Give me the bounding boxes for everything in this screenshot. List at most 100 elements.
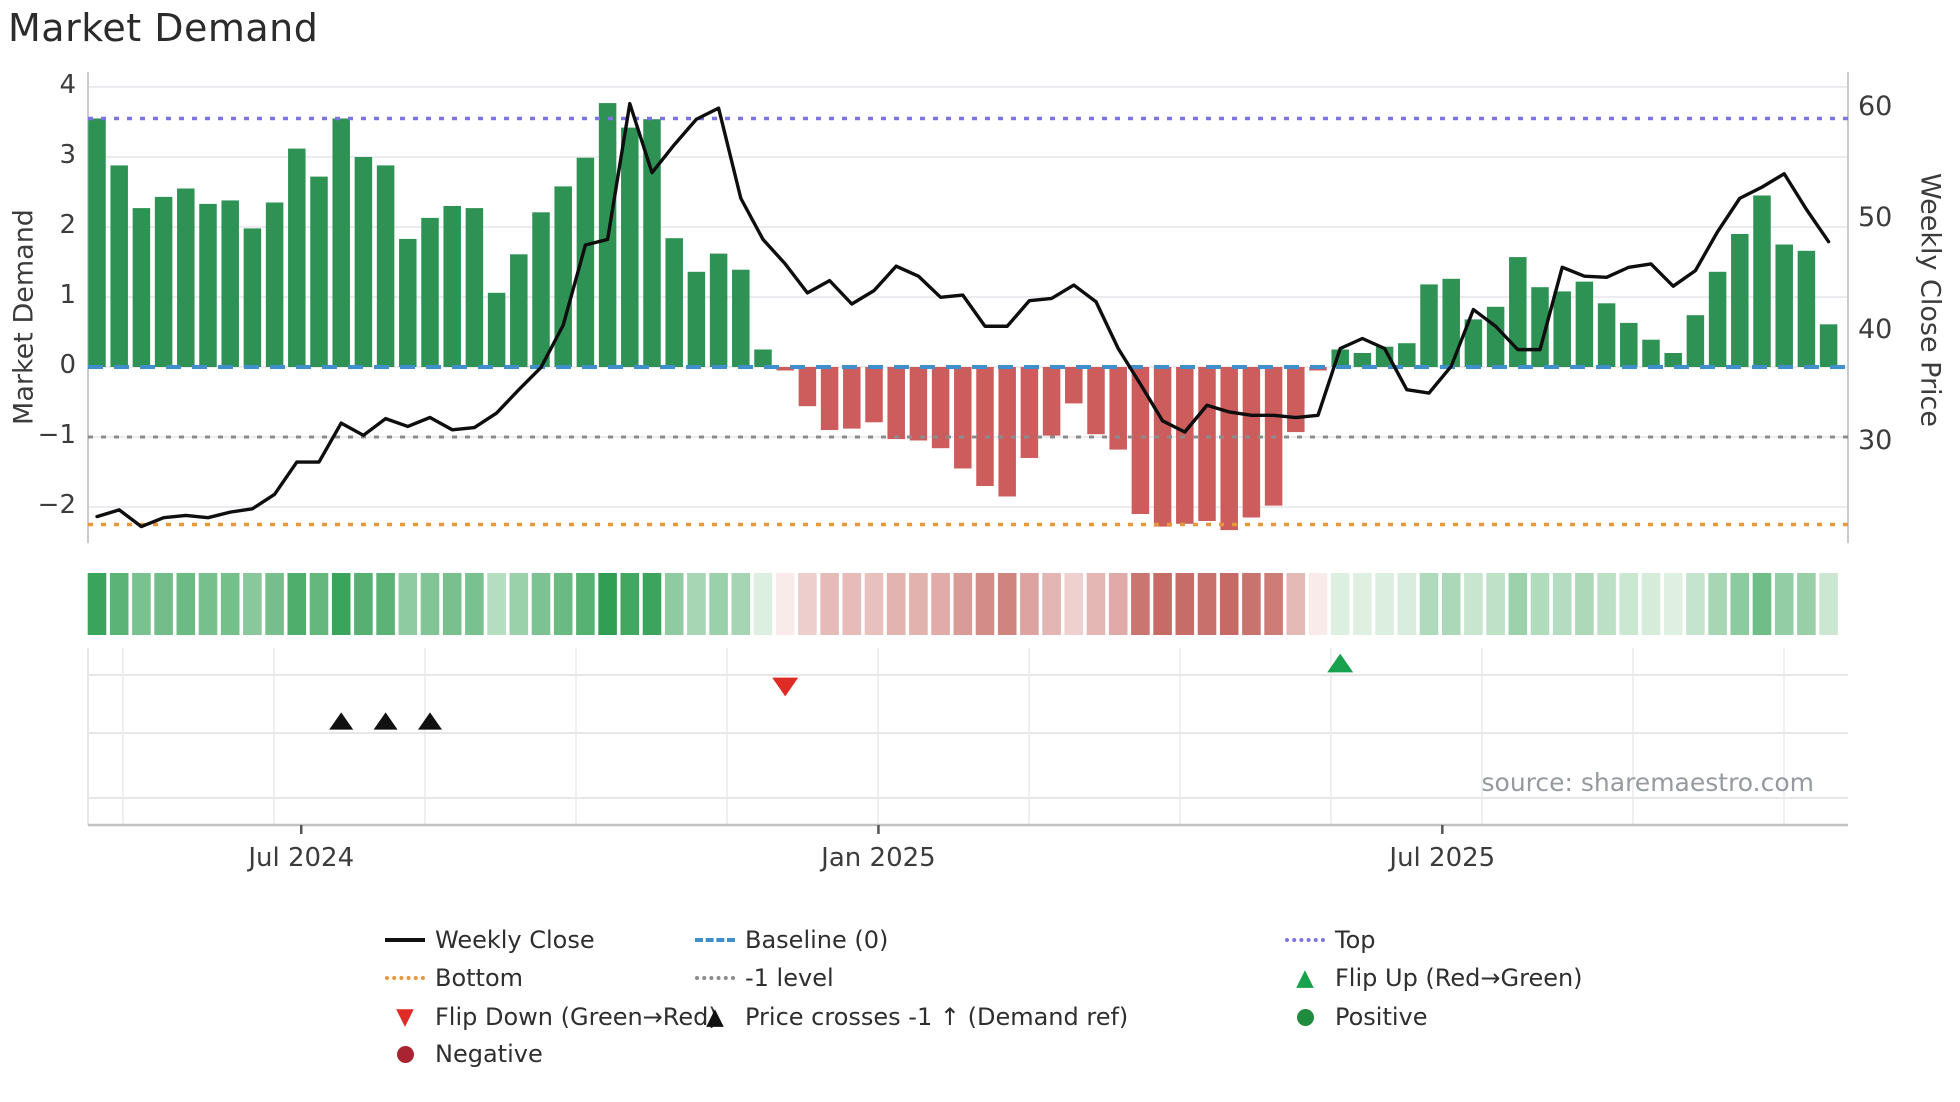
source-credit: source: sharemaestro.com — [1481, 768, 1815, 797]
heat-cell — [509, 573, 529, 635]
demand-bar-positive — [1597, 303, 1616, 367]
heat-cell — [1108, 573, 1128, 635]
heat-cell — [909, 573, 928, 635]
demand-bar-positive — [1531, 287, 1549, 367]
heat-cell — [687, 573, 706, 635]
heat-cell — [1441, 573, 1461, 635]
heat-cell — [798, 573, 817, 635]
demand-bar-negative — [1176, 367, 1194, 524]
heat-cell — [198, 573, 218, 635]
demand-bar-positive — [221, 200, 239, 367]
heat-cell — [1797, 573, 1816, 635]
legend-item-flip-down: ▼ Flip Down (Green→Red) — [385, 1001, 718, 1033]
demand-bar-negative — [865, 367, 883, 423]
demand-bar-negative — [1220, 367, 1238, 531]
legend-item-bottom: Bottom — [385, 962, 523, 994]
heat-cell — [864, 573, 884, 635]
legend-label: Bottom — [435, 964, 524, 992]
heat-cell — [997, 573, 1017, 635]
heat-cell — [775, 573, 795, 635]
price-cross-marker — [373, 712, 398, 730]
demand-bar-positive — [1642, 339, 1660, 367]
heat-cell — [1042, 573, 1061, 635]
demand-bar-positive — [1797, 250, 1816, 367]
demand-bar-positive — [665, 238, 683, 367]
heat-cell — [642, 573, 662, 635]
demand-bar-positive — [1708, 271, 1727, 367]
demand-bar-positive — [709, 253, 728, 367]
heat-cell — [1752, 573, 1772, 635]
demand-bar-positive — [487, 292, 506, 367]
triangle-down-icon: ▼ — [396, 1003, 414, 1030]
triangle-up-icon: ▲ — [1296, 964, 1314, 991]
heat-cell — [1175, 573, 1195, 635]
demand-bar-positive — [643, 119, 661, 367]
heat-cell — [1641, 573, 1661, 635]
demand-bar-negative — [1198, 367, 1216, 521]
heat-cell — [1375, 573, 1394, 635]
demand-bar-positive — [465, 208, 484, 367]
x-axis-tick-label: Jan 2025 — [821, 843, 936, 873]
left-axis-tick-label: 4 — [59, 70, 76, 100]
demand-bar-positive — [1731, 234, 1749, 367]
demand-bar-positive — [1509, 257, 1527, 367]
heat-cell — [309, 573, 329, 635]
heat-cell — [265, 573, 284, 635]
heat-cell — [576, 573, 595, 635]
heat-cell — [465, 573, 484, 635]
flip-up-marker — [1327, 653, 1354, 673]
heat-cell — [820, 573, 839, 635]
demand-bar-positive — [443, 206, 461, 367]
heat-cell — [1242, 573, 1261, 635]
demand-bar-positive — [1753, 195, 1771, 367]
heat-cell — [1508, 573, 1528, 635]
legend-label: Top — [1335, 926, 1376, 954]
demand-bar-positive — [1398, 343, 1416, 367]
demand-bar-positive — [288, 148, 306, 367]
heat-cell — [376, 573, 395, 635]
heat-cell — [709, 573, 728, 635]
demand-bar-positive — [354, 157, 373, 367]
baseline-dashed-line-icon — [695, 938, 735, 942]
demand-bar-positive — [88, 118, 106, 367]
heat-cell — [87, 573, 107, 635]
positive-dot-icon — [1285, 1008, 1325, 1026]
bottom-dotted-line-icon — [385, 976, 425, 980]
legend-label: Baseline (0) — [745, 926, 889, 954]
page-title: Market Demand — [8, 6, 319, 50]
demand-bar-positive — [243, 228, 262, 367]
x-axis-tick-label: Jul 2024 — [248, 843, 355, 873]
heat-cell — [1064, 573, 1084, 635]
legend-item-minus1-level: -1 level — [695, 962, 834, 994]
left-axis-tick-label: 0 — [59, 350, 76, 380]
heat-cell — [1131, 573, 1150, 635]
heat-cell — [553, 573, 573, 635]
demand-bar-negative — [1131, 367, 1150, 514]
demand-bar-positive — [1486, 306, 1505, 367]
demand-bar-positive — [310, 176, 328, 367]
demand-bar-positive — [376, 165, 395, 367]
demand-bar-negative — [1153, 367, 1172, 527]
price-cross-marker — [329, 712, 354, 730]
legend-item-weekly-close: Weekly Close — [385, 924, 595, 956]
heat-cell — [1308, 573, 1328, 635]
legend-label: -1 level — [745, 964, 834, 992]
heat-cell — [220, 573, 240, 635]
demand-bar-negative — [998, 367, 1016, 497]
demand-bar-negative — [1109, 367, 1127, 450]
flip-down-marker — [772, 677, 799, 697]
demand-bar-negative — [931, 367, 950, 449]
legend-item-flip-up: ▲ Flip Up (Red→Green) — [1285, 962, 1582, 994]
heat-cell — [620, 573, 640, 635]
heat-cell — [331, 573, 351, 635]
x-axis-tick-label: Jul 2025 — [1389, 843, 1496, 873]
demand-bar-negative — [976, 367, 994, 486]
heat-cell — [1597, 573, 1616, 635]
demand-bar-negative — [1065, 367, 1083, 404]
heat-cell — [1552, 573, 1572, 635]
heat-cell — [1819, 573, 1838, 635]
heat-cell — [1774, 573, 1794, 635]
top-dotted-line-icon — [1285, 938, 1325, 942]
